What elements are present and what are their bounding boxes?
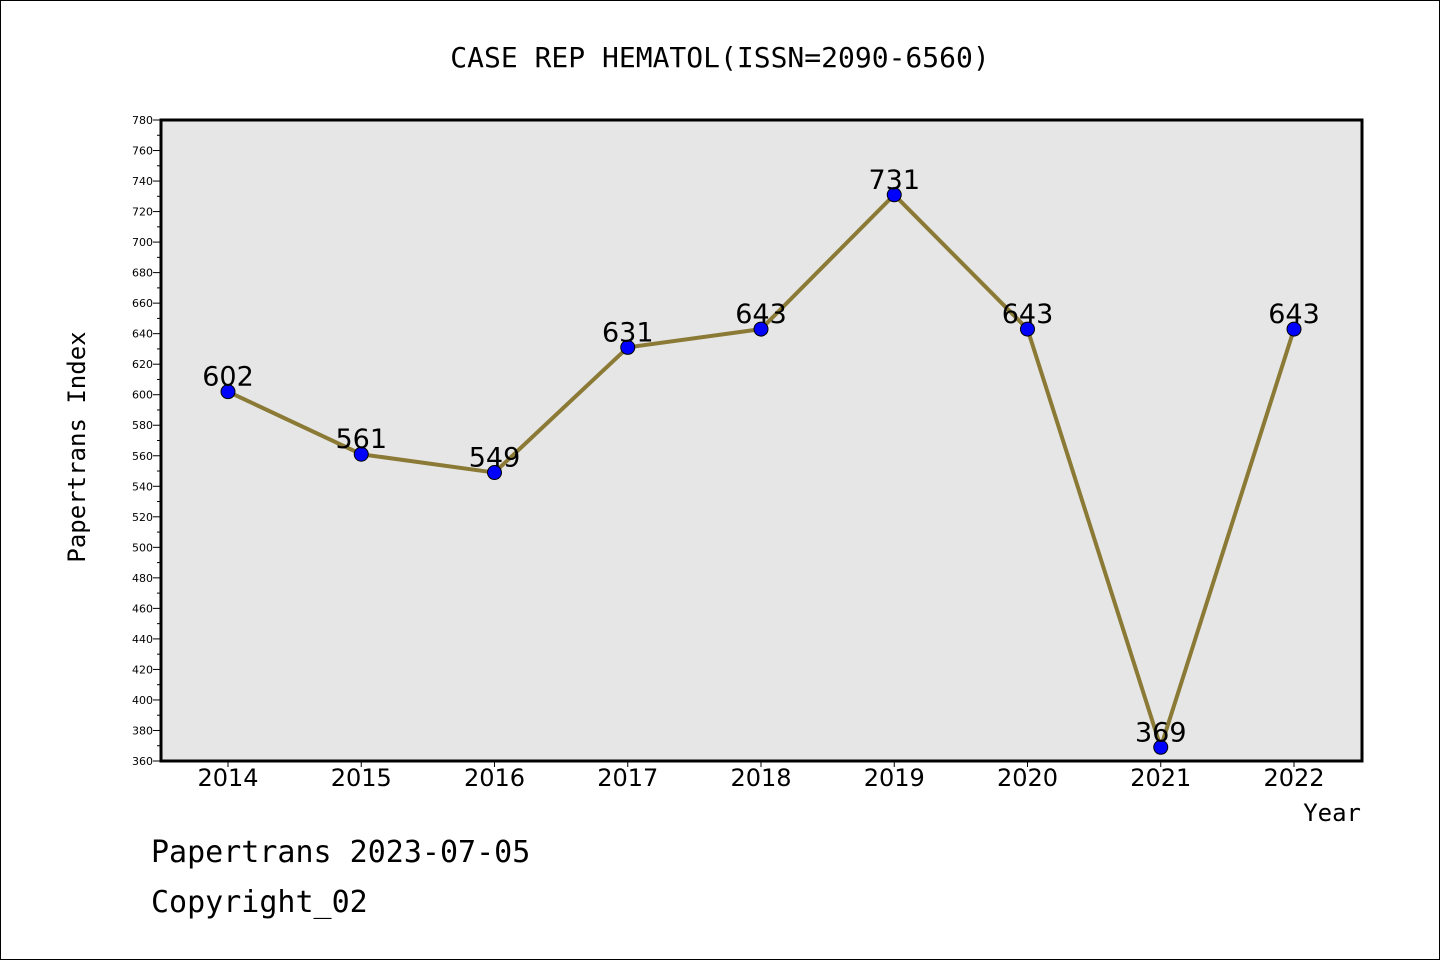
y-tick-label: 520: [132, 511, 153, 524]
data-point-2022: [1286, 321, 1302, 337]
data-label-2015: 561: [335, 424, 387, 455]
data-label-2014: 602: [202, 362, 254, 393]
data-point-2014: [220, 384, 236, 400]
data-point-2015: [353, 446, 369, 462]
footer-copyright: Copyright_02: [151, 885, 368, 920]
y-tick-label: 380: [132, 724, 153, 737]
y-axis-label: Papertrans Index: [63, 331, 91, 562]
y-tick-label: 580: [132, 419, 153, 432]
data-label-2017: 631: [602, 317, 654, 348]
y-tick-label: 740: [132, 175, 153, 188]
y-axis: 360 380 400 420 440 460 480 500 520 540 560 580 600 6…: [132, 114, 161, 768]
x-tick-label: 2022: [1263, 764, 1324, 792]
x-axis-label: Year: [1303, 799, 1361, 827]
y-tick-label: 700: [132, 236, 153, 249]
data-label-2022: 643: [1268, 299, 1320, 330]
data-label-2021: 369: [1135, 717, 1187, 748]
data-labels: 602 561 549 631 643 731 643 369 643: [202, 165, 1320, 748]
x-tick-label: 2018: [730, 764, 791, 792]
y-tick-label: 680: [132, 267, 153, 280]
y-tick-label: 640: [132, 328, 153, 341]
y-tick-label: 440: [132, 633, 153, 646]
x-axis: 2014 2015 2016 2017 2018 2019 2020 2021 2022: [197, 761, 1325, 792]
y-tick-label: 620: [132, 358, 153, 371]
y-tick-label: 760: [132, 145, 153, 158]
y-tick-label: 480: [132, 572, 153, 585]
data-point-2021: [1153, 739, 1169, 755]
x-tick-label: 2016: [464, 764, 525, 792]
data-label-2019: 731: [868, 165, 920, 196]
y-tick-label: 500: [132, 541, 153, 554]
y-tick-label: 600: [132, 389, 153, 402]
x-tick-label: 2020: [997, 764, 1058, 792]
data-point-2019: [886, 187, 902, 203]
y-tick-label: 360: [132, 755, 153, 768]
x-tick-label: 2014: [197, 764, 258, 792]
x-tick-label: 2019: [864, 764, 925, 792]
data-point-2017: [620, 339, 636, 355]
data-point-2016: [487, 465, 502, 481]
data-label-2018: 643: [735, 299, 787, 330]
plot-area: [159, 118, 1364, 763]
y-tick-label: 420: [132, 663, 153, 676]
x-tick-label: 2021: [1130, 764, 1191, 792]
data-point-2018: [753, 321, 769, 337]
data-label-2020: 643: [1002, 299, 1054, 330]
data-points: [220, 187, 1302, 755]
y-tick-label: 780: [132, 114, 153, 127]
footer-date: Papertrans 2023-07-05: [151, 835, 531, 870]
y-tick-label: 400: [132, 694, 153, 707]
data-point-2020: [1020, 321, 1035, 337]
data-label-2016: 549: [469, 443, 521, 474]
x-tick-label: 2015: [331, 764, 392, 792]
y-tick-label: 660: [132, 297, 153, 310]
x-tick-label: 2017: [597, 764, 658, 792]
y-tick-label: 540: [132, 480, 153, 493]
y-tick-label: 460: [132, 602, 153, 615]
y-tick-label: 720: [132, 206, 153, 219]
y-tick-label: 560: [132, 450, 153, 463]
chart-title: CASE REP HEMATOL(ISSN=2090-6560): [450, 41, 989, 74]
